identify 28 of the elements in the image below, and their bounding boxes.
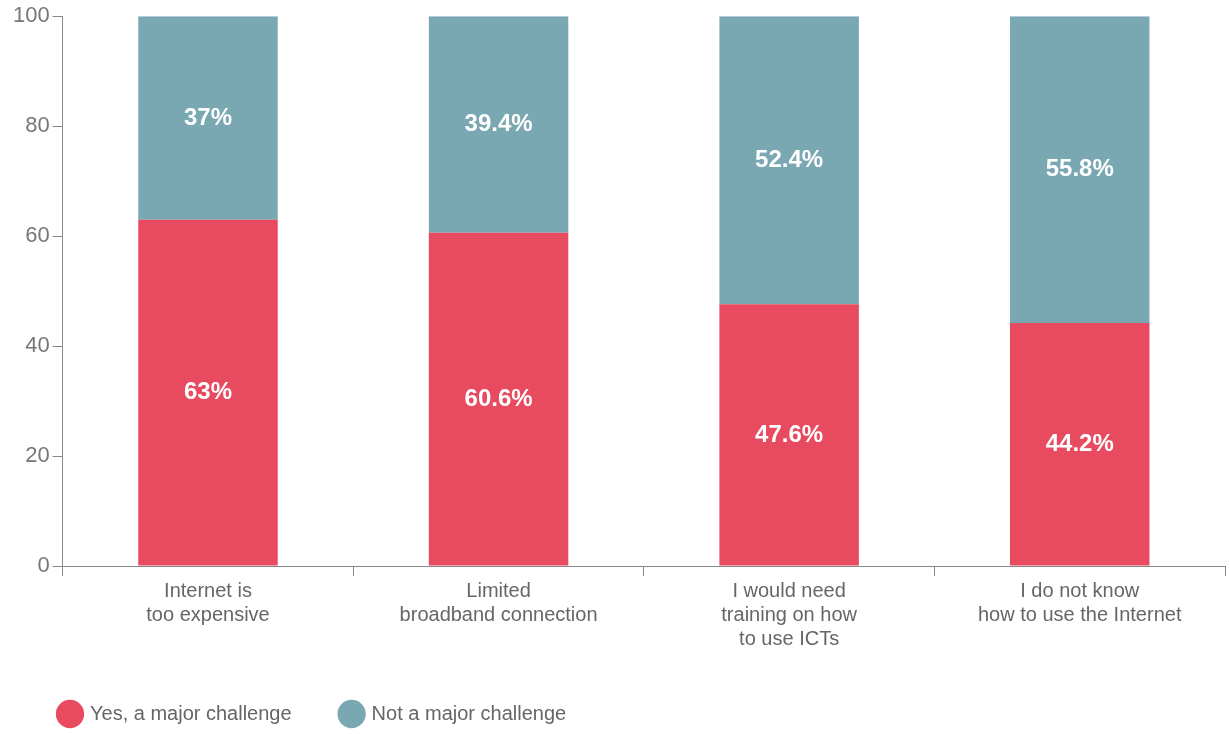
legend-label: Yes, a major challenge [90,701,292,724]
y-tick-label: 20 [25,442,50,468]
legend-label: Not a major challenge [371,701,567,724]
y-tick-label: 80 [25,112,50,138]
data-label: 47.6% [755,419,824,447]
x-tick-label: I would need training on how to use ICTs [721,578,858,649]
x-tick-label: I do not know how to use the Internet [977,578,1182,625]
y-tick-label: 0 [37,552,50,578]
bar [428,232,569,566]
bar [138,219,278,566]
bar [719,16,859,305]
bar [719,304,859,566]
y-tick-label: 60 [25,222,50,248]
data-label: 37% [183,102,233,130]
x-tick-label: Limited broadband connection [399,578,598,625]
data-label: 55.8% [1045,154,1114,182]
bar [1009,16,1150,323]
data-label: 44.2% [1045,428,1114,456]
data-label: 52.4% [755,144,824,172]
bar [428,16,569,233]
y-tick-label: 40 [25,332,50,358]
bar [1009,322,1150,566]
x-tick-label: Internet is too expensive [146,578,270,625]
data-label: 39.4% [464,109,533,137]
data-label: 63% [183,377,233,405]
y-tick-label: 100 [12,2,50,28]
data-label: 60.6% [464,383,533,411]
bar [138,16,278,220]
